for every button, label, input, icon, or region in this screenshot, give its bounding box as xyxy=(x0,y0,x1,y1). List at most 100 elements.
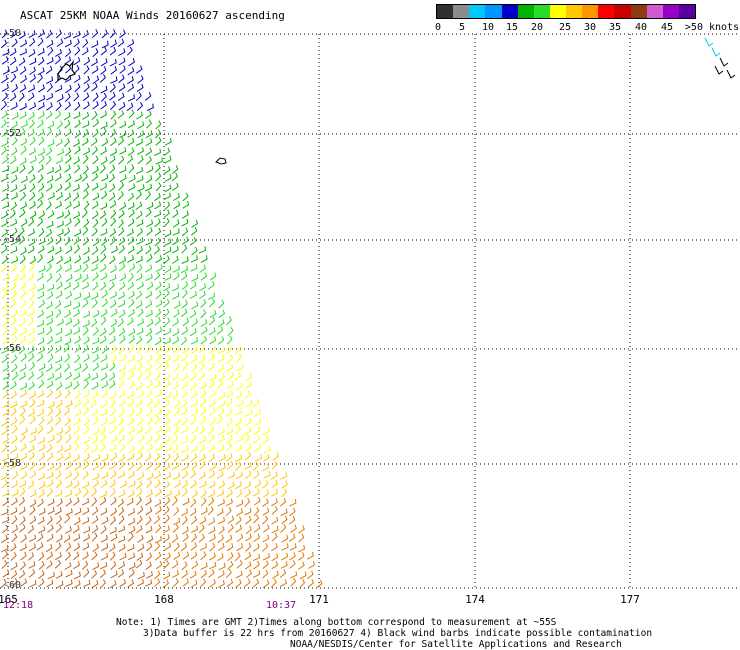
lon-label-165: 165 xyxy=(0,593,18,606)
wind-barb xyxy=(92,337,100,345)
wind-barb xyxy=(100,127,107,137)
wind-barb xyxy=(208,526,216,535)
wind-barb xyxy=(36,320,45,328)
wind-barb xyxy=(144,363,152,372)
wind-barb xyxy=(127,453,135,461)
wind-barb xyxy=(244,533,252,542)
wind-barb xyxy=(198,344,205,353)
wind-barb xyxy=(72,454,80,462)
wind-barb xyxy=(173,452,180,462)
wind-barb xyxy=(100,66,107,75)
wind-barb xyxy=(128,426,136,435)
wind-barb xyxy=(109,488,116,498)
wind-barb xyxy=(173,517,181,526)
wind-barb xyxy=(190,264,198,272)
wind-barb xyxy=(73,354,81,364)
wind-barb xyxy=(189,309,197,319)
wind-barb xyxy=(118,364,126,373)
wind-barb xyxy=(164,542,172,551)
wind-barb xyxy=(145,570,153,579)
wind-barb xyxy=(173,399,181,408)
wind-barb xyxy=(92,101,99,110)
wind-barb xyxy=(37,337,45,346)
wind-barb xyxy=(199,460,206,470)
wind-barb xyxy=(181,479,189,489)
wind-barb xyxy=(236,434,244,443)
wind-barb xyxy=(54,128,62,138)
wind-barb xyxy=(180,265,189,274)
wind-barb xyxy=(127,517,136,526)
wind-barb xyxy=(2,317,9,327)
wind-barb xyxy=(127,434,134,444)
wind-barb xyxy=(280,508,288,516)
wind-barb xyxy=(109,46,117,56)
wind-barb xyxy=(65,579,73,587)
wind-barb xyxy=(83,436,91,444)
wind-barb xyxy=(37,128,45,137)
wind-barb xyxy=(91,200,99,210)
wind-barb xyxy=(136,579,144,587)
wind-barb xyxy=(135,290,143,300)
wind-barb xyxy=(163,337,171,345)
wind-barb xyxy=(209,345,217,354)
wind-barb xyxy=(155,426,163,435)
wind-barb xyxy=(29,201,36,210)
wind-barb xyxy=(82,426,90,435)
wind-barb xyxy=(272,570,279,579)
legend-label: 30 xyxy=(583,22,597,33)
wind-barb xyxy=(271,460,278,470)
wind-barb xyxy=(91,435,99,445)
wind-barb xyxy=(55,355,63,364)
wind-barb xyxy=(91,381,99,390)
wind-barb xyxy=(46,127,53,137)
wind-barb xyxy=(163,534,170,543)
wind-barb xyxy=(56,498,63,507)
wind-barb xyxy=(100,46,108,56)
wind-barb xyxy=(154,408,162,417)
wind-barb xyxy=(63,343,70,353)
wind-barb xyxy=(73,380,80,390)
wind-barb xyxy=(2,400,10,408)
wind-barb xyxy=(100,409,108,417)
wind-barb xyxy=(2,435,9,444)
wind-barb xyxy=(19,308,27,317)
wind-barb xyxy=(262,498,269,507)
wind-barb xyxy=(218,391,226,400)
wind-barb xyxy=(11,136,18,146)
wind-barb xyxy=(234,552,241,562)
wind-barb xyxy=(18,235,26,245)
wind-barb xyxy=(199,290,206,299)
wind-barb xyxy=(191,363,198,373)
wind-barb xyxy=(74,390,81,400)
wind-barb xyxy=(29,210,37,219)
wind-barb xyxy=(226,390,233,399)
wind-barb xyxy=(110,137,117,147)
wind-barb xyxy=(271,505,278,515)
legend-swatch xyxy=(485,5,502,18)
wind-barb xyxy=(172,578,179,588)
wind-barb xyxy=(280,472,288,480)
wind-barb xyxy=(227,552,234,562)
wind-barb xyxy=(181,437,189,445)
wind-barb xyxy=(100,253,107,263)
wind-barb xyxy=(46,102,53,111)
wind-barb xyxy=(19,407,26,417)
wind-barb xyxy=(55,489,63,498)
wind-barb xyxy=(127,83,134,92)
wind-barb xyxy=(83,101,90,110)
wind-barb xyxy=(191,461,198,471)
wind-barb xyxy=(136,246,143,255)
wind-barb xyxy=(262,479,269,489)
wind-barb xyxy=(110,435,118,443)
wind-barb xyxy=(181,256,189,264)
wind-barb xyxy=(162,481,170,490)
wind-barb xyxy=(182,317,190,327)
wind-barb xyxy=(109,255,116,265)
wind-barb xyxy=(110,507,117,517)
wind-barb xyxy=(28,561,36,569)
wind-barb xyxy=(190,515,198,525)
wind-barb xyxy=(55,273,62,283)
wind-barb xyxy=(207,292,216,300)
wind-barb xyxy=(9,93,17,102)
wind-barb xyxy=(182,533,189,542)
